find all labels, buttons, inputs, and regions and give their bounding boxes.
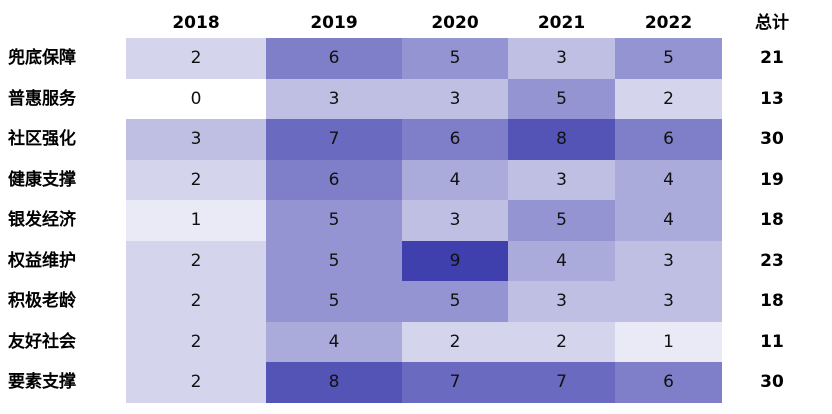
heatmap-cell: 5 (266, 240, 402, 282)
column-header: 2019 (310, 13, 358, 33)
heatmap-cell: 2 (126, 159, 266, 201)
column-header: 2018 (172, 13, 220, 33)
heatmap-cell: 4 (402, 159, 508, 201)
row-label: 兜底保障 (8, 48, 76, 68)
heatmap-cell: 2 (615, 78, 722, 120)
heatmap-cell: 5 (266, 281, 402, 322)
row-total: 11 (760, 331, 784, 352)
heatmap-cell: 3 (508, 38, 615, 79)
row-total: 30 (760, 372, 784, 392)
heatmap-cell: 4 (615, 200, 722, 241)
row-total: 13 (760, 88, 784, 109)
row-total: 30 (760, 129, 784, 149)
column-header: 2021 (537, 13, 586, 33)
heatmap-cell: 3 (508, 281, 615, 322)
heatmap-cell: 2 (126, 281, 266, 322)
heatmap-cell: 6 (615, 119, 722, 160)
heatmap-cell: 8 (508, 119, 615, 160)
heatmap-cell: 2 (126, 362, 266, 403)
heatmap-cell: 4 (266, 321, 402, 363)
heatmap-cell: 1 (615, 321, 722, 363)
row-total: 23 (760, 250, 784, 271)
row-total: 19 (760, 169, 784, 190)
heatmap-cell: 3 (615, 281, 722, 322)
heatmap-cell: 8 (266, 362, 402, 403)
heatmap-cell: 4 (508, 240, 615, 282)
column-header: 2022 (644, 13, 693, 33)
heatmap-cell: 5 (402, 281, 508, 322)
heatmap-cell: 0 (126, 78, 266, 120)
row-label: 健康支撑 (8, 169, 76, 190)
heatmap-cell: 5 (266, 200, 402, 241)
heatmap-cell: 5 (508, 200, 615, 241)
heatmap-cell: 7 (508, 362, 615, 403)
row-label: 社区强化 (8, 129, 76, 149)
heatmap-cell: 3 (126, 119, 266, 160)
heatmap-cell: 6 (266, 38, 402, 79)
heatmap-cell: 7 (266, 119, 402, 160)
heatmap-cell: 3 (615, 240, 722, 282)
row-total: 18 (760, 291, 784, 311)
heatmap-cell: 2 (508, 321, 615, 363)
heatmap-cell: 5 (508, 78, 615, 120)
row-total: 21 (760, 48, 784, 68)
heatmap-cell: 5 (615, 38, 722, 79)
heatmap-cell: 6 (266, 159, 402, 201)
heatmap-cell: 6 (615, 362, 722, 403)
row-label: 普惠服务 (8, 88, 76, 109)
heatmap-cell: 2 (126, 38, 266, 79)
heatmap-cell: 3 (402, 78, 508, 120)
heatmap-cell: 6 (402, 119, 508, 160)
row-label: 积极老龄 (8, 291, 76, 311)
row-label: 权益维护 (8, 250, 76, 271)
heatmap-cell: 1 (126, 200, 266, 241)
total-header: 总计 (755, 13, 789, 33)
row-label: 银发经济 (8, 210, 76, 230)
row-total: 18 (760, 210, 784, 230)
heatmap-cell: 5 (402, 38, 508, 79)
column-header: 2020 (431, 13, 479, 33)
heatmap-cell: 2 (402, 321, 508, 363)
row-label: 要素支撑 (8, 372, 76, 392)
heatmap-cell: 7 (402, 362, 508, 403)
heatmap-cell: 3 (402, 200, 508, 241)
row-label: 友好社会 (8, 331, 76, 352)
heatmap-cell: 3 (266, 78, 402, 120)
heatmap-cell: 9 (402, 240, 508, 282)
heatmap-cell: 4 (615, 159, 722, 201)
heatmap-cell: 3 (508, 159, 615, 201)
heatmap-cell: 2 (126, 321, 266, 363)
heatmap-cell: 2 (126, 240, 266, 282)
